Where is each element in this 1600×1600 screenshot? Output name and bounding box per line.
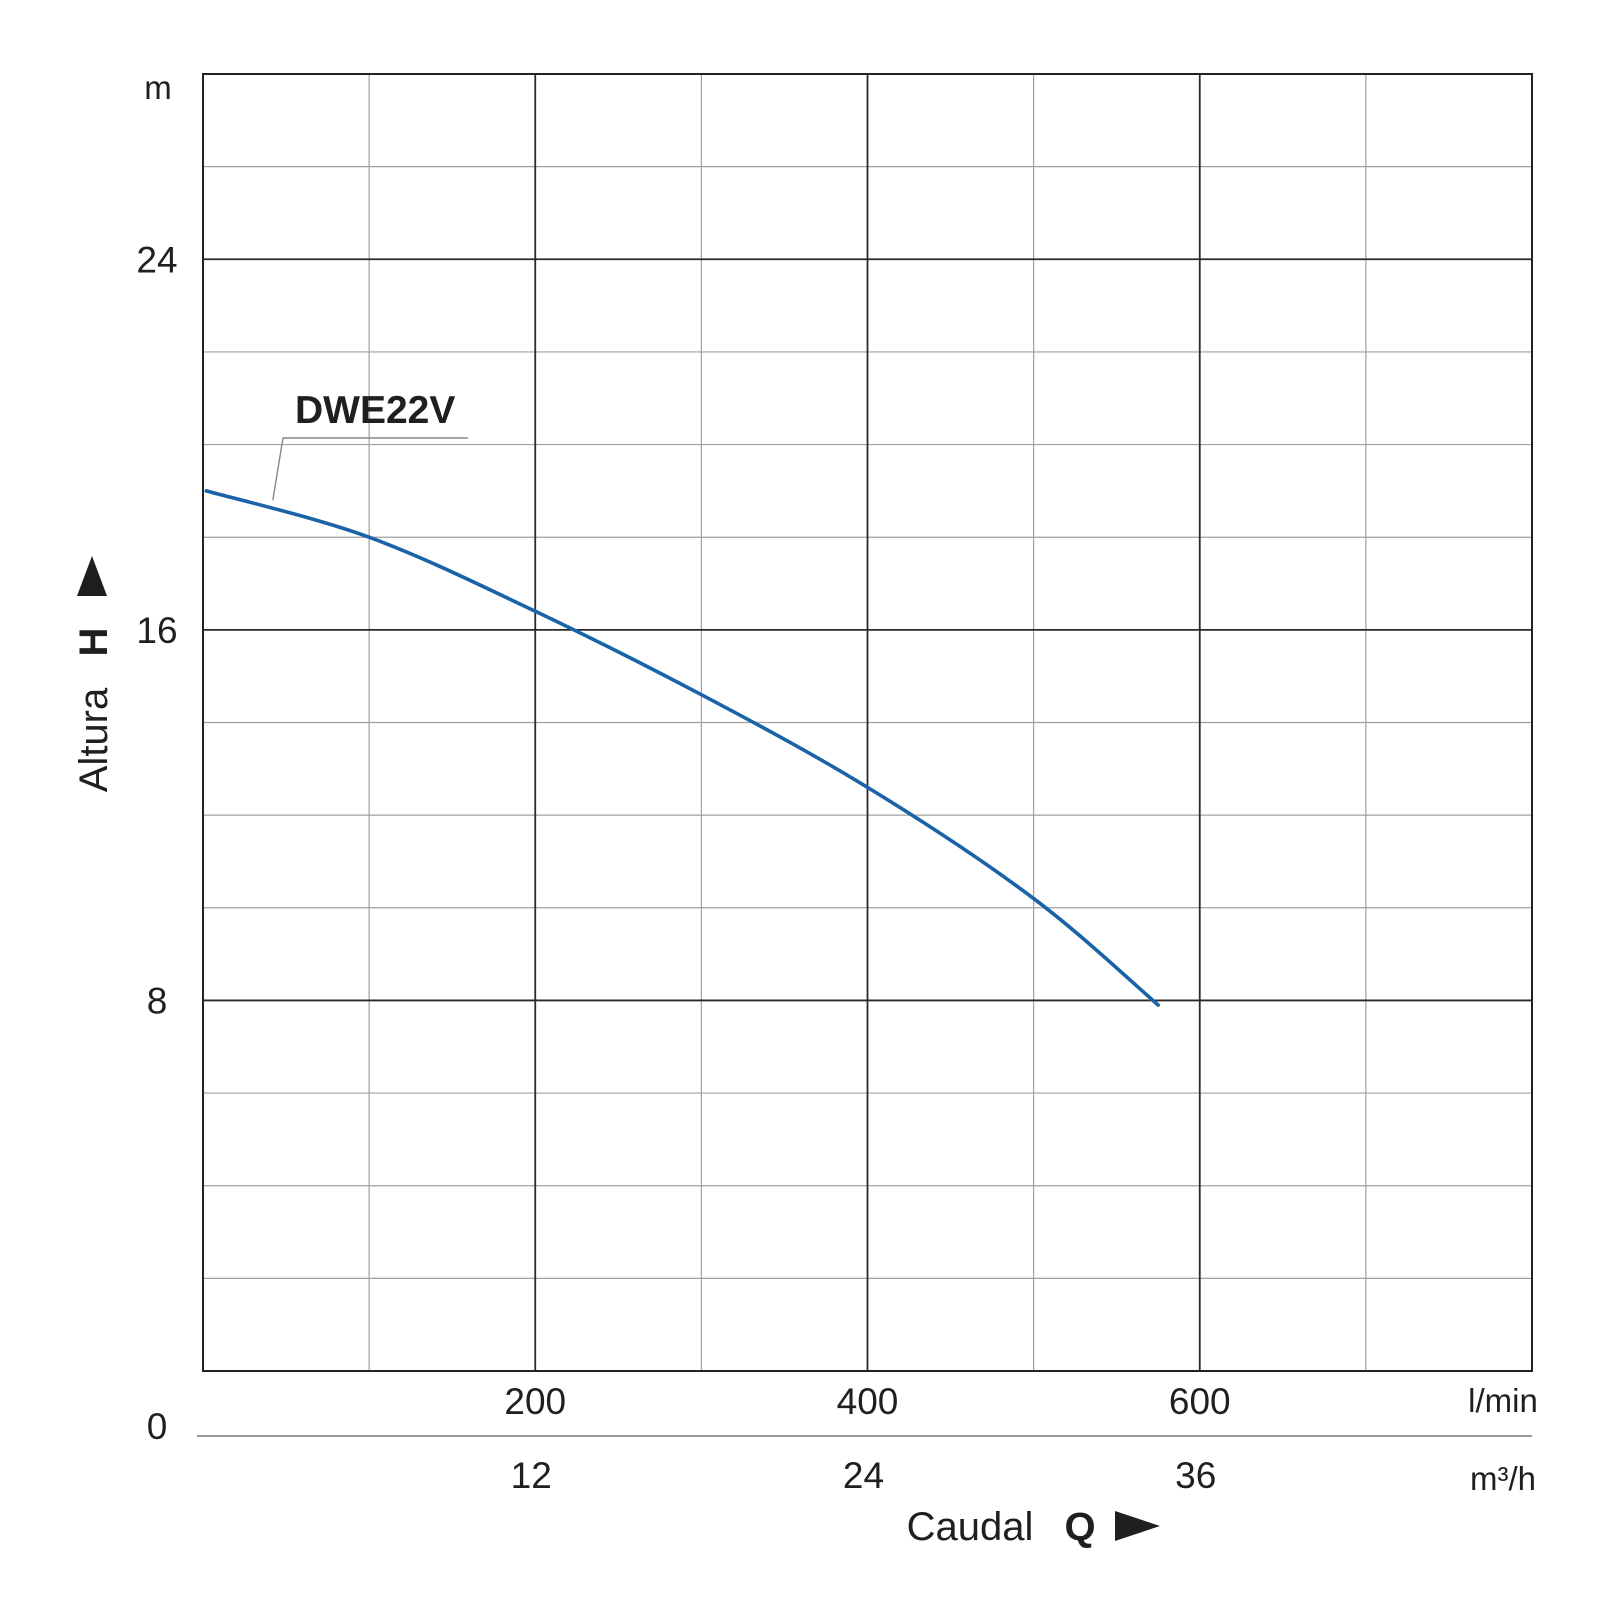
secondary-x-axis-unit: m³/h (1470, 1460, 1536, 1497)
x-tick-labels: 200 400 600 (504, 1381, 1230, 1422)
x-axis-symbol: Q (1064, 1505, 1095, 1549)
y-tick-label: 8 (147, 980, 168, 1021)
y-axis-title: Altura (72, 687, 116, 792)
x-tick-label: 600 (1169, 1381, 1231, 1422)
y-axis-unit: m (144, 69, 172, 106)
series-layer: DWE22V (204, 389, 1160, 1007)
x-axis-title: Caudal (907, 1505, 1034, 1549)
major-gridlines (203, 74, 1532, 1371)
y-tick-labels: 0 8 16 24 (136, 239, 177, 1447)
y-tick-label: 24 (136, 239, 177, 280)
x-axis-title-group: Caudal Q (907, 1505, 1160, 1549)
y-axis-symbol: H (72, 628, 116, 657)
series-label-leader (272, 437, 468, 501)
x-axis-unit: l/min (1468, 1382, 1538, 1419)
y-axis-arrow-icon (77, 556, 107, 596)
x-tick-label: 400 (837, 1381, 899, 1422)
series-label: DWE22V (295, 389, 455, 432)
secondary-x-tick-label: 24 (843, 1455, 884, 1496)
secondary-x-tick-label: 36 (1175, 1455, 1216, 1496)
y-tick-label: 16 (136, 610, 177, 651)
y-tick-label: 0 (147, 1406, 168, 1447)
series-line-dwe22v (204, 489, 1160, 1007)
x-tick-label: 200 (504, 1381, 566, 1422)
y-axis-title-group: Altura H (72, 556, 116, 792)
secondary-x-tick-label: 12 (511, 1455, 552, 1496)
plot-frame (202, 73, 1533, 1372)
secondary-x-tick-labels: 12 24 36 (511, 1455, 1217, 1496)
x-axis-arrow-icon (1115, 1511, 1160, 1541)
